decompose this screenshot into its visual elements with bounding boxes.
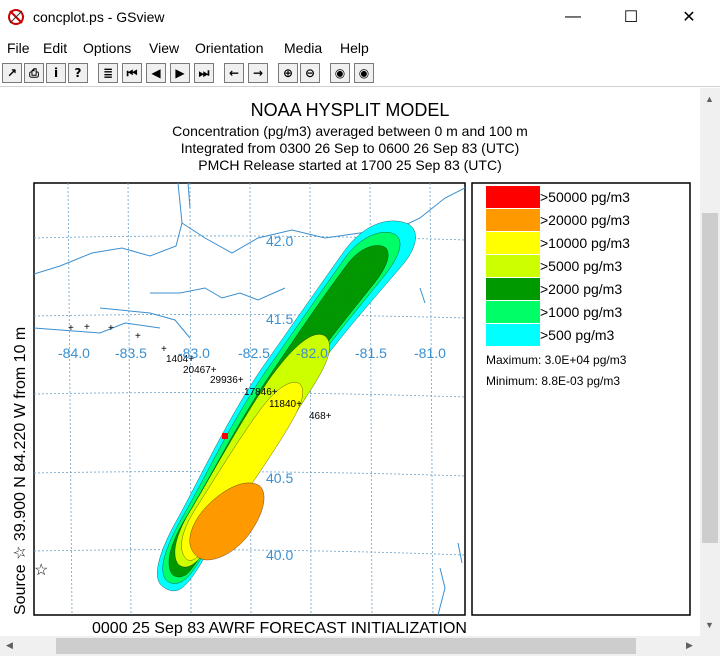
legend-swatch-20000 (486, 209, 540, 231)
station-marker: + (161, 344, 167, 355)
station-value-label: 20467+ (183, 365, 217, 376)
legend-maximum: Maximum: 3.0E+04 pg/m3 (486, 353, 627, 367)
station-value-label: 29936+ (210, 375, 244, 386)
back-icon[interactable]: ← (224, 63, 244, 83)
plot-subtitle-integrated: Integrated from 0300 26 Sep to 0600 26 S… (180, 140, 520, 156)
legend-label-500: >500 pg/m3 (540, 327, 615, 343)
horizontal-scroll-thumb[interactable] (56, 638, 636, 654)
magnify-text-icon[interactable]: ◉ (354, 63, 374, 83)
scrollbar-corner (700, 636, 720, 656)
station-markers: + + + + + 1404+ 20467+ 29936+ 17846+ 118… (68, 322, 332, 422)
toolbar: ↗ ⎙ i ? ≣ ⏮ ◀ ▶ ⏭ ← → ⊕ ⊖ ◉ ◉ (0, 62, 720, 87)
plume-max-point (222, 433, 228, 439)
legend-swatch-1000 (486, 301, 540, 323)
legend-swatch-50000 (486, 186, 540, 208)
plot-subtitle-concentration: Concentration (pg/m3) averaged between 0… (172, 123, 528, 139)
zoom-out-icon[interactable]: ⊖ (300, 63, 320, 83)
lat-label: 41.5 (266, 311, 293, 327)
menu-options[interactable]: Options (83, 40, 132, 56)
plume-contour-20000 (189, 482, 265, 561)
close-icon: ✕ (682, 9, 696, 26)
scroll-down-icon[interactable]: ▼ (705, 620, 714, 630)
plot-subtitle-release: PMCH Release started at 1700 25 Sep 83 (… (198, 157, 502, 173)
lon-label: -82.5 (238, 345, 270, 361)
print-icon[interactable]: ⎙ (24, 63, 44, 83)
station-marker: + (135, 331, 141, 342)
magnify-icon[interactable]: ◉ (330, 63, 350, 83)
menu-orientation[interactable]: Orientation (195, 40, 264, 56)
scroll-up-icon[interactable]: ▲ (705, 94, 714, 104)
station-marker: + (84, 322, 90, 333)
help-icon[interactable]: ? (68, 63, 88, 83)
station-value-label: 17846+ (244, 387, 278, 398)
legend-label-1000: >1000 pg/m3 (540, 304, 622, 320)
legend: >50000 pg/m3 >20000 pg/m3 >10000 pg/m3 >… (486, 186, 630, 388)
menu-edit[interactable]: Edit (43, 40, 68, 56)
menu-help[interactable]: Help (340, 40, 369, 56)
legend-label-5000: >5000 pg/m3 (540, 258, 622, 274)
next-page-icon[interactable]: ▶ (170, 63, 190, 83)
lat-label: 40.5 (266, 470, 293, 486)
plot-title: NOAA HYSPLIT MODEL (250, 100, 450, 120)
maximize-button[interactable]: ☐ (608, 0, 654, 34)
prev-page-icon[interactable]: ◀ (146, 63, 166, 83)
map-content: + + + + + 1404+ 20467+ 29936+ 17846+ 118… (34, 183, 465, 615)
legend-label-10000: >10000 pg/m3 (540, 235, 630, 251)
legend-swatch-2000 (486, 278, 540, 300)
station-value-label: 11840+ (269, 399, 302, 410)
last-page-icon[interactable]: ⏭ (194, 63, 214, 83)
lon-label: -81.5 (355, 345, 387, 361)
lon-label: -84.0 (58, 345, 90, 361)
legend-label-50000: >50000 pg/m3 (540, 189, 630, 205)
vertical-scroll-thumb[interactable] (702, 213, 718, 543)
open-icon[interactable]: ↗ (2, 63, 22, 83)
lon-label: -83.5 (115, 345, 147, 361)
first-page-icon[interactable]: ⏮ (122, 63, 142, 83)
forward-icon[interactable]: → (248, 63, 268, 83)
close-button[interactable]: ✕ (666, 0, 712, 34)
coastlines (34, 183, 465, 615)
legend-swatch-500 (486, 324, 540, 346)
zoom-in-icon[interactable]: ⊕ (278, 63, 298, 83)
source-star-icon: ☆ (34, 562, 48, 579)
menu-file[interactable]: File (7, 40, 30, 56)
lat-label: 40.0 (266, 547, 293, 563)
title-bar: concplot.ps - GSview — ☐ ✕ (0, 0, 720, 34)
goto-page-icon[interactable]: ≣ (98, 63, 118, 83)
maximize-icon: ☐ (623, 9, 639, 26)
scroll-right-icon[interactable]: ▶ (686, 640, 693, 650)
horizontal-scrollbar[interactable]: ◀ ▶ (0, 636, 700, 656)
window-title: concplot.ps - GSview (33, 9, 165, 25)
document-canvas[interactable]: NOAA HYSPLIT MODEL Concentration (pg/m3)… (0, 88, 700, 636)
gsview-app-icon[interactable] (6, 7, 26, 27)
graticule-labels: -84.0 -83.5 -83.0 -82.5 -82.0 -81.5 -81.… (58, 233, 446, 563)
scroll-left-icon[interactable]: ◀ (6, 640, 13, 650)
station-marker: + (108, 323, 114, 334)
plot-footer: 0000 25 Sep 83 AWRF FORECAST INITIALIZAT… (92, 620, 467, 636)
lat-label: 42.0 (266, 233, 293, 249)
legend-swatch-5000 (486, 255, 540, 277)
lon-label: -82.0 (296, 345, 328, 361)
menu-view[interactable]: View (149, 40, 180, 56)
menu-bar: File Edit Options View Orientation Media… (0, 38, 720, 60)
vertical-scrollbar[interactable]: ▲ ▼ (700, 88, 720, 636)
minimize-button[interactable]: — (550, 0, 596, 34)
legend-label-2000: >2000 pg/m3 (540, 281, 622, 297)
station-value-label: 468+ (309, 411, 332, 422)
lon-label: -81.0 (414, 345, 446, 361)
legend-swatch-10000 (486, 232, 540, 254)
menu-media[interactable]: Media (284, 40, 323, 56)
plot-svg: Source ☆ 39.900 N 84.220 W from 10 m (12, 182, 691, 616)
lon-label: -83.0 (178, 345, 210, 361)
plume (157, 220, 416, 592)
minimize-icon: — (565, 8, 581, 25)
info-icon[interactable]: i (46, 63, 66, 83)
legend-minimum: Minimum: 8.8E-03 pg/m3 (486, 374, 620, 388)
station-marker: + (68, 323, 74, 334)
source-location-label: Source ☆ 39.900 N 84.220 W from 10 m (12, 327, 29, 615)
station-value-label: 1404+ (166, 354, 194, 365)
legend-label-20000: >20000 pg/m3 (540, 212, 630, 228)
